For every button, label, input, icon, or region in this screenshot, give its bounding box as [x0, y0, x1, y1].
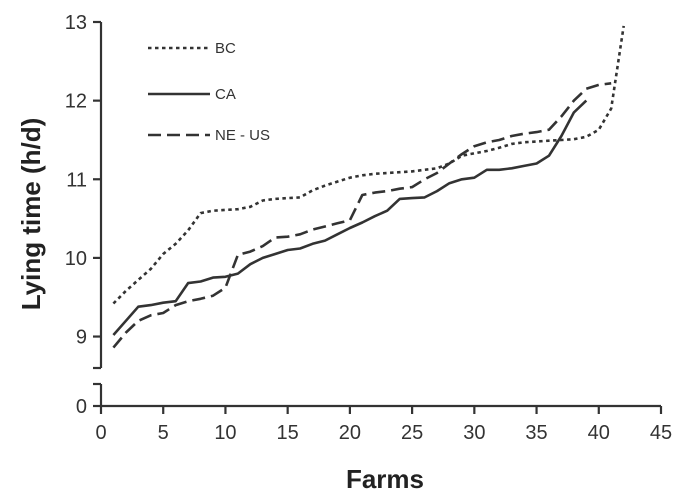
x-axis-ticks: 0 5 10 15 20 25 30 35 40 45	[95, 406, 672, 444]
y-tick-label: 13	[65, 12, 87, 34]
y-axis-title: Lying time (h/d)	[16, 118, 46, 311]
x-tick-label: 35	[525, 422, 547, 444]
y-axis-ticks: 0 9 10 11 12 13	[65, 12, 101, 418]
x-tick-label: 10	[214, 422, 236, 444]
x-tick-label: 30	[463, 422, 485, 444]
legend-label: BC	[215, 40, 236, 57]
y-tick-label: 10	[65, 248, 87, 270]
series-line-bc	[112, 25, 625, 305]
x-tick-label: 0	[95, 422, 106, 444]
series-line-ca	[112, 99, 588, 336]
x-tick-label: 25	[401, 422, 423, 444]
y-tick-label: 9	[76, 327, 87, 349]
x-tick-label: 20	[339, 422, 361, 444]
y-tick-label: 0	[76, 396, 87, 418]
series-line-ne-us	[112, 82, 612, 349]
legend-label: CA	[215, 86, 236, 103]
y-tick-label: 11	[66, 169, 87, 191]
axes	[93, 22, 661, 408]
x-tick-label: 45	[650, 422, 672, 444]
x-axis-title: Farms	[346, 464, 424, 494]
legend-label: NE - US	[215, 127, 270, 144]
series-lines	[112, 25, 625, 349]
x-tick-label: 15	[277, 422, 299, 444]
x-tick-label: 5	[158, 422, 169, 444]
legend: BC CA NE - US	[148, 40, 270, 144]
x-tick-label: 40	[588, 422, 610, 444]
y-tick-label: 12	[65, 91, 87, 113]
